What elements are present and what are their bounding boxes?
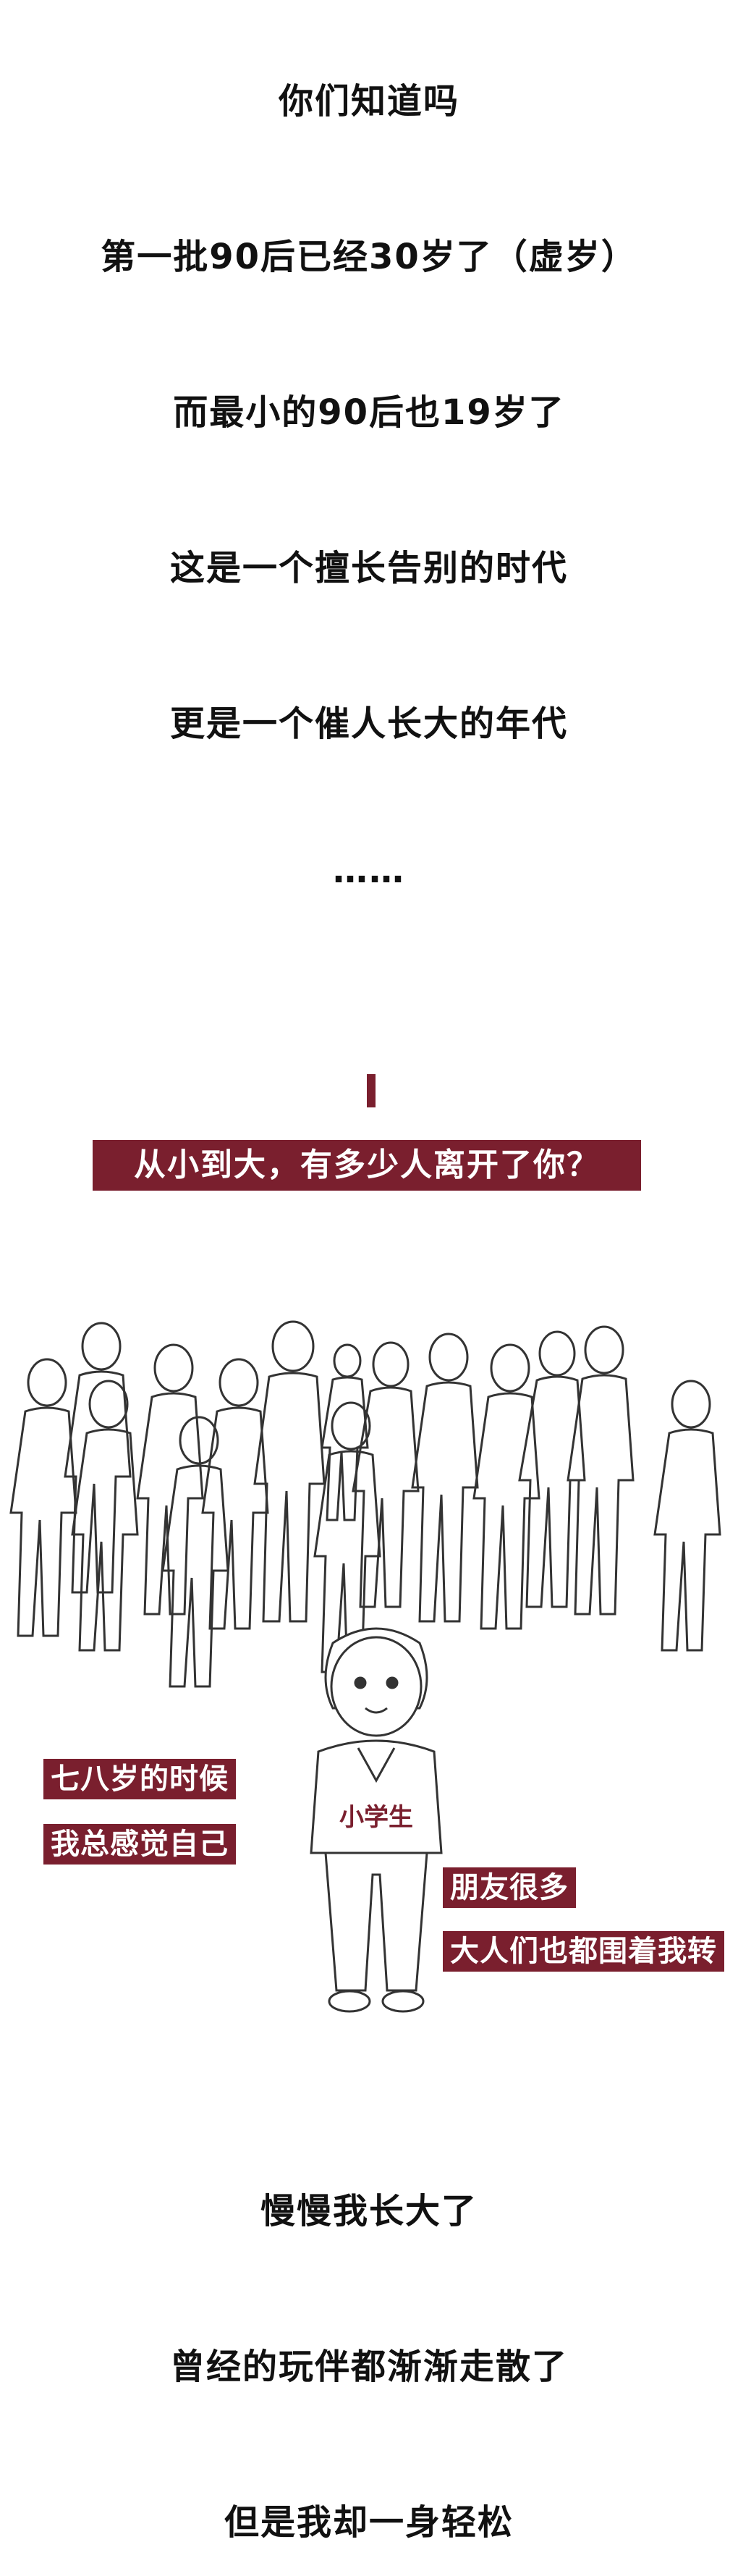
crowd-person	[161, 1416, 229, 1688]
intro-line-2: 第一批90后已经30岁了（虚岁）	[101, 237, 637, 277]
crowd-person	[136, 1343, 204, 1616]
crowd-person	[567, 1325, 635, 1616]
outro-line-2: 曾经的玩伴都渐渐走散了	[169, 2347, 568, 2387]
section-marker	[367, 1074, 376, 1107]
crowd-person	[321, 1343, 369, 1521]
ellipsis: ……	[333, 850, 405, 891]
crowd-person	[64, 1322, 132, 1594]
intro-line-1: 你们知道吗	[278, 81, 459, 122]
crowd-person	[9, 1358, 77, 1637]
right-tag-1: 朋友很多	[443, 1867, 576, 1908]
crowd-person	[201, 1358, 269, 1630]
right-tag-2: 大人们也都围着我转	[443, 1931, 724, 1972]
outro-line-1: 慢慢我长大了	[260, 2191, 478, 2231]
crowd-illustration: 小学生	[9, 1320, 721, 2013]
kid-shirt-text: 小学生	[339, 1803, 413, 1832]
crowd-person	[653, 1380, 721, 1652]
intro-line-4: 这是一个擅长告别的时代	[169, 548, 568, 588]
left-tag-2: 我总感觉自己	[43, 1824, 236, 1865]
crowd-person	[472, 1343, 540, 1630]
kid-figure	[310, 1627, 443, 2013]
crowd-person	[253, 1320, 326, 1623]
outro-line-3: 但是我却一身轻松	[224, 2502, 514, 2543]
crowd-person	[352, 1341, 420, 1608]
intro-line-3: 而最小的90后也19岁了	[173, 392, 565, 433]
crowd-person	[71, 1380, 139, 1652]
intro-line-5: 更是一个催人长大的年代	[169, 704, 568, 744]
section-title-banner: 从小到大，有多少人离开了你？	[93, 1140, 641, 1191]
crowd-person	[411, 1333, 479, 1623]
crowd-person	[518, 1330, 586, 1608]
left-tag-1: 七八岁的时候	[43, 1759, 236, 1799]
